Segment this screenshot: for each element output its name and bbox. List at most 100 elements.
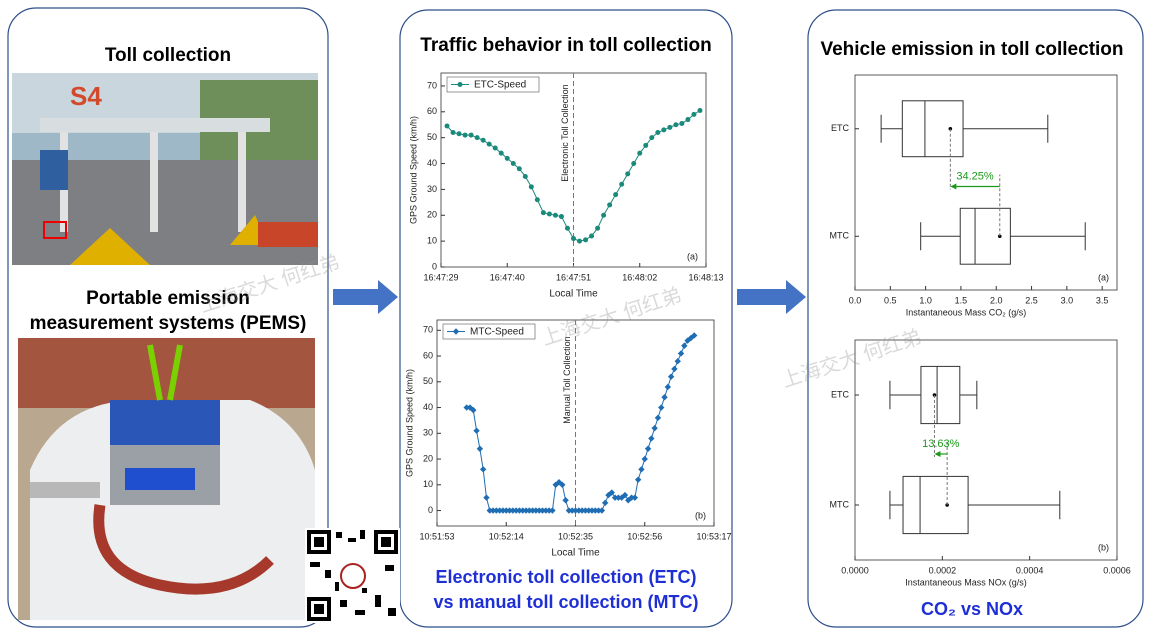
panel-title: Vehicle emission in toll collection <box>820 39 1123 60</box>
y-axis-label: GPS Ground Speed (km/h) <box>408 116 418 224</box>
svg-text:S4: S4 <box>70 81 102 111</box>
marker <box>486 141 492 147</box>
y-tick-label: 40 <box>427 158 437 168</box>
marker <box>583 237 589 243</box>
marker <box>534 197 540 203</box>
marker <box>489 507 497 514</box>
marker <box>691 111 697 117</box>
marker <box>558 214 564 220</box>
marker <box>462 132 468 138</box>
category-label: MTC <box>830 499 850 509</box>
legend: ETC-Speed <box>446 76 540 93</box>
arrow <box>737 280 806 314</box>
marker <box>589 233 595 239</box>
x-tick-label: 0.5 <box>884 295 897 305</box>
panel-caption: Electronic toll collection (ETC) <box>435 567 696 587</box>
x-tick-label: 1.0 <box>919 295 932 305</box>
marker <box>463 404 470 411</box>
x-tick-label: 3.0 <box>1061 295 1074 305</box>
box <box>902 475 969 535</box>
panel-label: (a) <box>1098 272 1109 282</box>
whisker-low <box>880 114 903 143</box>
marker <box>519 507 526 514</box>
whisker-high <box>963 114 1049 143</box>
marker <box>577 238 583 244</box>
marker <box>468 132 474 138</box>
charts: 0 10 20 30 40 50 60 70 16:47:29 16:47:40 16:47:51 1… <box>404 72 1131 587</box>
marker <box>611 494 619 501</box>
marker <box>546 211 552 217</box>
y-tick-label: 0 <box>432 261 437 271</box>
annotation-text: 34.25% <box>956 170 994 182</box>
marker <box>510 161 516 167</box>
marker <box>648 435 655 442</box>
marker <box>658 404 665 411</box>
y-tick-label: 10 <box>427 236 437 246</box>
panel-label: (b) <box>695 510 706 520</box>
marker <box>529 507 536 514</box>
marker <box>571 236 576 242</box>
marker <box>575 507 582 514</box>
marker <box>588 507 596 514</box>
marker <box>528 184 534 190</box>
x-tick-label: 16:48:13 <box>688 272 723 282</box>
marker <box>681 342 688 349</box>
x-tick-label: 2.0 <box>990 295 1003 305</box>
marker <box>677 350 685 357</box>
y-tick-label: 50 <box>427 132 437 142</box>
marker <box>592 507 599 514</box>
marker <box>667 124 673 130</box>
marker <box>480 137 486 143</box>
y-tick-label: 70 <box>427 80 437 90</box>
marker <box>643 142 649 148</box>
marker <box>496 507 503 514</box>
marker <box>552 212 558 218</box>
marker <box>516 507 523 514</box>
marker <box>572 507 579 514</box>
marker <box>456 131 462 137</box>
marker <box>504 155 510 161</box>
x-tick-label: 0.0000 <box>841 565 869 575</box>
marker <box>654 414 662 422</box>
marker <box>545 507 553 514</box>
marker <box>444 123 450 129</box>
annotation-text: Manual Toll Collection <box>562 336 572 423</box>
marker <box>506 507 513 514</box>
plot-frame <box>854 339 1118 561</box>
marker <box>651 424 658 432</box>
x-tick-label: 1.5 <box>955 295 968 305</box>
x-tick-label: 2.5 <box>1025 295 1038 305</box>
marker <box>473 427 480 434</box>
arrow-head <box>950 183 957 190</box>
panel-caption: CO₂ vs NOx <box>921 599 1023 619</box>
marker <box>628 494 635 501</box>
marker <box>569 507 576 514</box>
whisker-high <box>959 380 978 410</box>
y-tick-label: 40 <box>423 402 433 412</box>
panel-title: Traffic behavior in toll collection <box>420 35 711 56</box>
marker <box>685 117 691 123</box>
marker <box>644 445 652 452</box>
marker <box>661 127 667 133</box>
marker <box>673 122 679 128</box>
pems-title: Portable emission <box>86 288 250 309</box>
annotation-text: Electronic Toll Collection <box>560 84 570 181</box>
marker <box>539 507 546 514</box>
marker <box>499 507 507 514</box>
x-axis-label: Local Time <box>549 289 598 300</box>
category-label: MTC <box>830 231 850 241</box>
marker <box>582 507 589 514</box>
qr-code <box>307 530 398 621</box>
marker <box>667 373 675 380</box>
marker <box>625 497 632 504</box>
arrow-head <box>934 451 941 457</box>
y-axis-label: GPS Ground Speed (km/h) <box>404 369 414 477</box>
marker <box>522 173 528 179</box>
marker <box>549 507 556 514</box>
marker <box>476 445 484 452</box>
plot-frame <box>854 74 1118 291</box>
marker <box>641 455 648 463</box>
y-tick-label: 30 <box>423 428 433 438</box>
x-tick-label: 3.5 <box>1096 295 1109 305</box>
